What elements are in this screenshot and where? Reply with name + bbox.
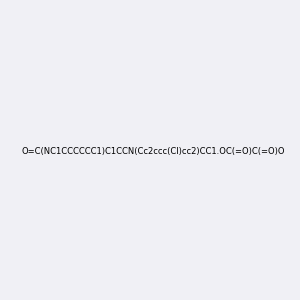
Text: O=C(NC1CCCCCC1)C1CCN(Cc2ccc(Cl)cc2)CC1.OC(=O)C(=O)O: O=C(NC1CCCCCC1)C1CCN(Cc2ccc(Cl)cc2)CC1.O… (22, 147, 286, 156)
